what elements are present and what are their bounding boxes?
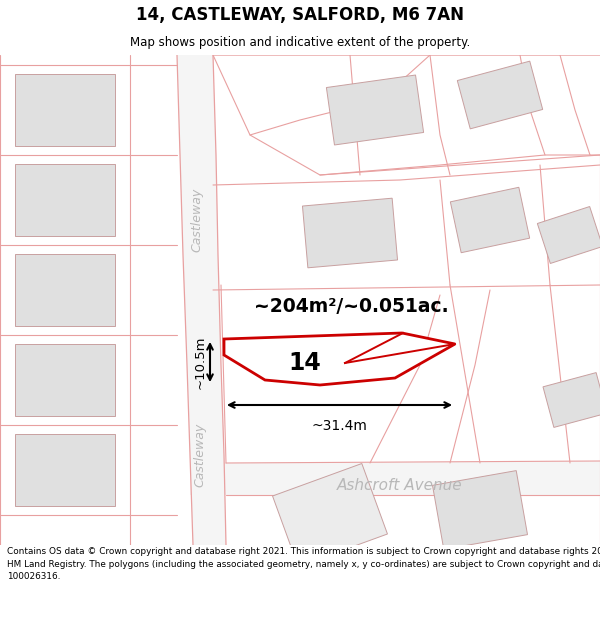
Text: Castleway: Castleway bbox=[191, 188, 203, 252]
Polygon shape bbox=[190, 461, 600, 495]
Polygon shape bbox=[15, 74, 115, 146]
Text: Ashcroft Avenue: Ashcroft Avenue bbox=[337, 478, 463, 492]
Polygon shape bbox=[15, 344, 115, 416]
Text: ~10.5m: ~10.5m bbox=[194, 335, 207, 389]
Polygon shape bbox=[224, 333, 455, 385]
Text: Contains OS data © Crown copyright and database right 2021. This information is : Contains OS data © Crown copyright and d… bbox=[7, 548, 600, 581]
Polygon shape bbox=[15, 434, 115, 506]
Text: 14, CASTLEWAY, SALFORD, M6 7AN: 14, CASTLEWAY, SALFORD, M6 7AN bbox=[136, 6, 464, 24]
Text: Map shows position and indicative extent of the property.: Map shows position and indicative extent… bbox=[130, 36, 470, 49]
Polygon shape bbox=[326, 75, 424, 145]
Polygon shape bbox=[543, 372, 600, 428]
Text: Castleway: Castleway bbox=[193, 423, 206, 487]
Polygon shape bbox=[177, 55, 226, 545]
Text: ~204m²/~0.051ac.: ~204m²/~0.051ac. bbox=[254, 298, 449, 316]
Text: ~31.4m: ~31.4m bbox=[311, 419, 367, 433]
Polygon shape bbox=[433, 471, 527, 549]
Polygon shape bbox=[15, 164, 115, 236]
Polygon shape bbox=[15, 254, 115, 326]
Polygon shape bbox=[272, 464, 388, 566]
Text: 14: 14 bbox=[289, 351, 322, 375]
Polygon shape bbox=[451, 188, 530, 253]
Polygon shape bbox=[457, 61, 542, 129]
Polygon shape bbox=[302, 198, 398, 268]
Polygon shape bbox=[538, 206, 600, 264]
